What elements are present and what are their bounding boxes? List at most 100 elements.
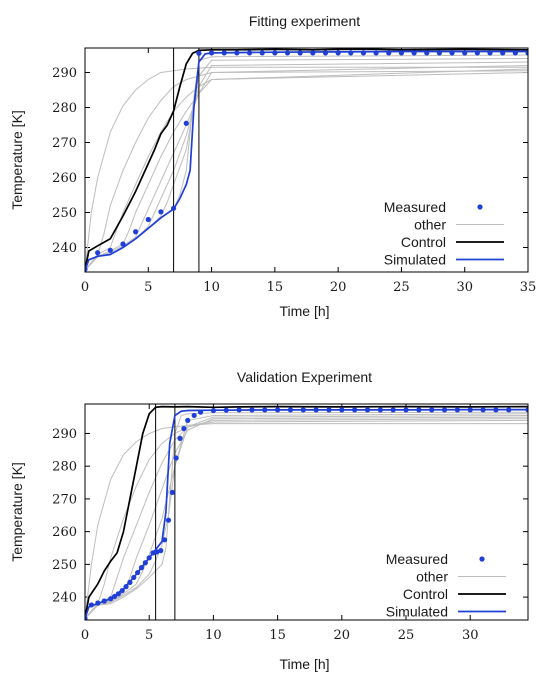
- measured-point: [177, 435, 183, 441]
- legend-label: Simulated: [384, 252, 446, 268]
- x-tick-label: 15: [269, 628, 286, 643]
- y-tick-label: 290: [52, 66, 77, 81]
- other-series-line: [85, 411, 528, 619]
- measured-point: [208, 50, 215, 56]
- measured-point: [135, 569, 141, 576]
- other-series-line: [85, 423, 528, 619]
- other-series-line: [85, 70, 528, 271]
- measured-point: [275, 407, 281, 413]
- x-axis-label: Time [h]: [279, 656, 329, 672]
- measured-point: [145, 216, 151, 223]
- measured-point: [259, 50, 265, 56]
- measured-point: [284, 50, 291, 56]
- x-tick-label: 10: [205, 628, 222, 643]
- measured-point: [142, 560, 148, 566]
- measured-point: [364, 407, 371, 413]
- measured-point: [398, 50, 405, 56]
- y-tick-label: 250: [52, 558, 77, 573]
- other-series-line: [85, 415, 528, 619]
- measured-point: [348, 50, 354, 56]
- measured-point: [462, 50, 468, 56]
- other-series-line: [85, 58, 528, 271]
- measured-point: [512, 50, 518, 56]
- plot-area: [85, 404, 528, 620]
- measured-point: [416, 407, 422, 413]
- x-tick-label: 15: [267, 280, 284, 295]
- measured-point: [272, 50, 278, 56]
- measured-point: [111, 593, 118, 600]
- other-series-line: [85, 413, 528, 619]
- measured-point: [436, 50, 442, 56]
- x-tick-label: 20: [334, 628, 351, 643]
- x-tick-label: 0: [81, 628, 89, 643]
- x-tick-label: 5: [144, 280, 152, 295]
- legend-label: Control: [403, 586, 448, 602]
- measured-point: [474, 50, 480, 56]
- measured-point: [197, 409, 204, 415]
- y-tick-label: 280: [52, 101, 77, 116]
- measured-point: [85, 615, 88, 620]
- measured-point: [127, 579, 133, 585]
- legend-label: Measured: [384, 199, 446, 215]
- simulated-series-line: [85, 50, 528, 271]
- legend-label: other: [416, 569, 448, 585]
- legend-label: other: [414, 217, 446, 233]
- legend-label: Simulated: [386, 604, 448, 620]
- measured-point: [300, 407, 306, 413]
- measured-point: [88, 602, 95, 608]
- measured-point: [108, 596, 114, 602]
- x-tick-label: 20: [330, 280, 347, 295]
- measured-point: [480, 407, 486, 413]
- control-series-line: [85, 48, 528, 271]
- legend-symbol-measured: [477, 204, 483, 210]
- x-tick-label: 30: [462, 628, 479, 643]
- measured-point: [210, 407, 217, 414]
- measured-point: [236, 407, 242, 413]
- measured-point: [133, 229, 139, 235]
- measured-point: [169, 489, 175, 495]
- measured-point: [196, 50, 202, 56]
- measured-point: [467, 407, 473, 413]
- plot-frame: [84, 47, 529, 273]
- measured-point: [322, 50, 329, 56]
- measured-point: [246, 50, 253, 56]
- measured-point: [297, 50, 303, 56]
- x-tick-label: 35: [520, 280, 537, 295]
- y-axis-label: Temperature [K]: [9, 462, 25, 562]
- measured-point: [131, 574, 137, 581]
- y-tick-label: 240: [52, 241, 77, 256]
- measured-point: [429, 407, 435, 413]
- measured-point: [373, 50, 379, 56]
- measured-point: [158, 548, 164, 554]
- x-tick-label: 25: [398, 628, 415, 643]
- other-series-line: [85, 61, 528, 271]
- y-tick-label: 280: [52, 460, 77, 475]
- measured-point: [525, 407, 528, 413]
- chart-title: Validation Experiment: [237, 369, 372, 385]
- measured-point: [183, 120, 189, 126]
- measured-point: [500, 50, 506, 56]
- measured-point: [377, 407, 383, 413]
- x-tick-label: 30: [456, 280, 473, 295]
- chart-title: Fitting experiment: [249, 13, 360, 29]
- measured-point: [191, 412, 197, 419]
- control-series-line: [85, 405, 528, 619]
- measured-point: [221, 50, 227, 56]
- measured-point: [493, 407, 499, 413]
- measured-point: [454, 407, 460, 413]
- other-series-line: [85, 54, 528, 271]
- measured-point: [424, 50, 430, 56]
- x-tick-label: 10: [203, 280, 220, 295]
- y-tick-label: 270: [52, 492, 77, 507]
- measured-point: [120, 241, 126, 247]
- measured-point: [95, 250, 101, 256]
- other-series-line: [85, 72, 528, 271]
- other-series-line: [85, 66, 528, 271]
- measured-point: [326, 407, 332, 413]
- measured-point: [146, 555, 152, 561]
- measured-point: [525, 50, 528, 56]
- y-tick-label: 260: [52, 171, 77, 186]
- measured-point: [441, 407, 448, 413]
- measured-point: [171, 205, 177, 211]
